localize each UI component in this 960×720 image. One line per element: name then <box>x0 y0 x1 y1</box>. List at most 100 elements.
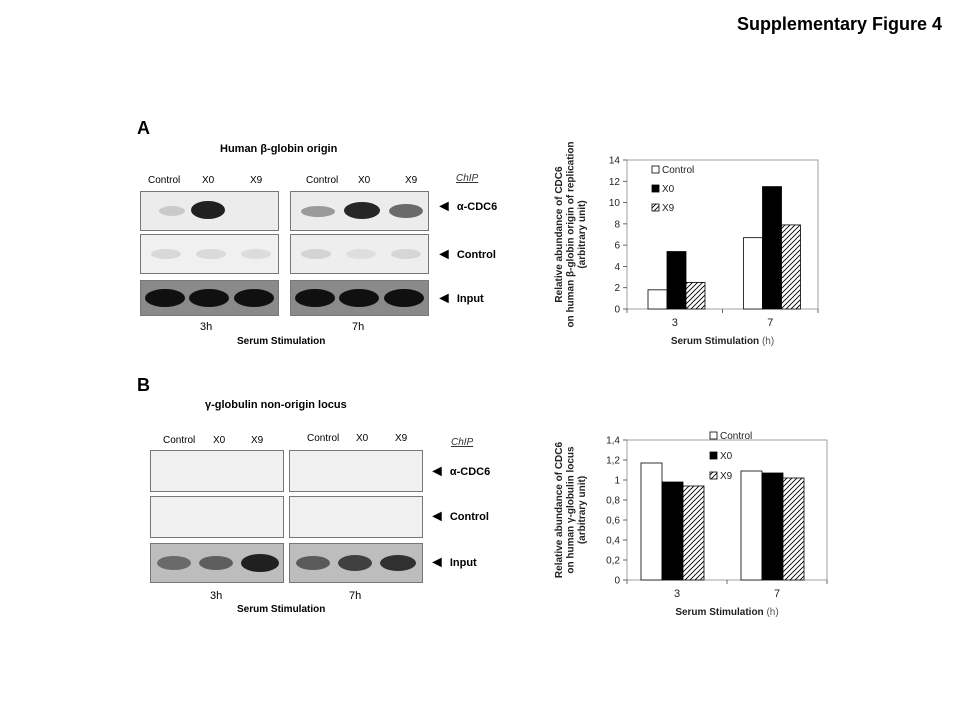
legend-swatch <box>709 451 718 460</box>
lane-label: Control <box>148 175 181 186</box>
panel-b-title: γ-globulin non-origin locus <box>205 399 347 411</box>
y-tick-label: 10 <box>609 198 621 209</box>
lane-label: X0 <box>356 433 369 444</box>
lane-label: X9 <box>250 175 263 186</box>
panel-b-letter: B <box>137 375 150 395</box>
time-label: 7h <box>352 321 365 333</box>
serum-label: Serum Stimulation <box>237 336 326 347</box>
blot-b-7h-cdc6 <box>289 450 423 492</box>
figure-title: Supplementary Figure 4 <box>736 14 942 34</box>
y-tick-label: 0,6 <box>606 516 620 527</box>
arrow-left-icon: ◄ <box>436 246 452 263</box>
arrow-left-icon: ◄ <box>429 508 445 525</box>
bar <box>682 485 705 581</box>
y-tick-label: 8 <box>614 219 620 230</box>
y-tick-label: 0,2 <box>606 556 620 567</box>
lane-label: X9 <box>405 175 418 186</box>
y-tick-label: 0,8 <box>606 496 620 507</box>
row-label-control: ◄ Control <box>429 508 489 525</box>
chart-a: 0 2 4 6 8 10 12 14 3 7 Control X0 X9 Serum Stimulatio… <box>554 141 819 347</box>
blot-b-3h-cdc6 <box>150 450 284 492</box>
legend-swatch <box>651 203 660 212</box>
bar <box>782 477 805 581</box>
chip-label: ChIP <box>456 173 479 184</box>
legend-label: Control <box>720 431 752 442</box>
bar <box>647 289 668 310</box>
y-tick-label: 1,2 <box>606 456 620 467</box>
y-axis-label: (arbitrary unit) <box>577 476 588 544</box>
chart-b: 0 0,2 0,4 0,6 0,8 1 1,2 1,4 3 7 Control X0 X9 Serum S… <box>554 431 828 618</box>
arrow-left-icon: ◄ <box>436 198 452 215</box>
lane-label: X0 <box>213 435 226 446</box>
blot-b-3h-input <box>150 543 284 583</box>
x-tick-label: 7 <box>767 317 773 329</box>
row-label-control: ◄ Control <box>436 246 496 263</box>
bar <box>740 470 763 581</box>
arrow-left-icon: ◄ <box>429 463 445 480</box>
legend-swatch <box>651 184 660 193</box>
serum-label: Serum Stimulation <box>237 604 326 615</box>
y-axis-label: on human β-globin origin of replication <box>566 141 577 327</box>
y-tick-label: 0,4 <box>606 536 620 547</box>
legend-label: X9 <box>662 203 675 214</box>
y-tick-label: 6 <box>614 241 620 252</box>
blot-a-3h-cdc6 <box>140 191 279 231</box>
arrow-left-icon: ◄ <box>429 554 445 571</box>
row-label-input: ◄ Input <box>429 554 477 571</box>
bar <box>762 186 782 310</box>
time-label: 7h <box>349 590 362 602</box>
y-tick-label: 1,4 <box>606 436 620 447</box>
row-label-cdc6: ◄ α-CDC6 <box>436 198 498 215</box>
x-tick-label: 3 <box>672 317 678 329</box>
lane-label: X9 <box>395 433 408 444</box>
y-tick-label: 0 <box>614 576 620 587</box>
time-label: 3h <box>200 321 213 333</box>
blot-a-3h-input <box>140 280 279 316</box>
x-tick-label: 7 <box>774 588 780 600</box>
arrow-left-icon: ◄ <box>436 290 452 307</box>
chip-label: ChIP <box>451 437 474 448</box>
lane-label: X0 <box>358 175 371 186</box>
lane-label: Control <box>306 175 339 186</box>
y-tick-label: 12 <box>609 177 621 188</box>
y-tick-label: 1 <box>614 476 620 487</box>
row-label-cdc6: ◄ α-CDC6 <box>429 463 491 480</box>
lane-label: Control <box>163 435 196 446</box>
legend-swatch <box>709 431 718 440</box>
y-axis-label: (arbitrary unit) <box>577 200 588 268</box>
y-tick-label: 0 <box>614 305 620 316</box>
legend-label: X0 <box>720 451 733 462</box>
legend-label: X9 <box>720 471 733 482</box>
bar <box>761 472 784 581</box>
blot-b-7h-input <box>289 543 423 583</box>
panel-a-letter: A <box>137 118 150 138</box>
lane-label: Control <box>307 433 340 444</box>
x-tick-label: 3 <box>674 588 680 600</box>
blot-a-7h-input <box>290 280 429 316</box>
legend-label: X0 <box>662 184 675 195</box>
blot-a-7h-cdc6 <box>290 191 429 231</box>
y-tick-label: 4 <box>614 262 620 273</box>
bar <box>685 281 706 310</box>
y-axis-label: Relative abundance of CDC6 <box>554 166 565 303</box>
legend-swatch <box>651 165 660 174</box>
bar <box>743 237 763 310</box>
row-label-input: ◄ Input <box>436 290 484 307</box>
y-axis-label: on human γ-globulin locus <box>566 446 577 574</box>
lane-label: X9 <box>251 435 264 446</box>
legend-swatch <box>709 471 718 480</box>
bar <box>666 251 687 310</box>
blot-b-7h-control <box>289 496 423 538</box>
x-axis-label: Serum Stimulation (h) <box>671 336 774 347</box>
y-axis-label: Relative abundance of CDC6 <box>554 441 565 578</box>
blot-a-3h-control <box>140 234 279 274</box>
blot-a-7h-control <box>290 234 429 274</box>
legend-label: Control <box>662 165 694 176</box>
bar <box>640 462 663 581</box>
blot-b-3h-control <box>150 496 284 538</box>
lane-label: X0 <box>202 175 215 186</box>
time-label: 3h <box>210 590 223 602</box>
y-tick-label: 14 <box>609 156 621 167</box>
bar <box>661 481 684 581</box>
bar <box>781 224 801 310</box>
